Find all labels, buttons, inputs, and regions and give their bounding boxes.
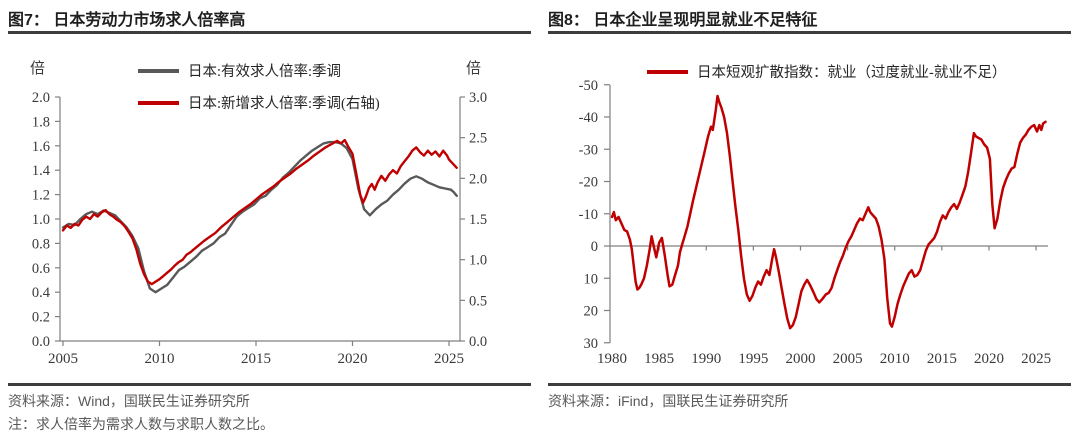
svg-text:2.5: 2.5: [469, 131, 487, 147]
svg-text:0.0: 0.0: [32, 334, 50, 350]
figure-8-source: 资料来源：iFind，国联民生证券研究所: [548, 393, 789, 409]
svg-text:0.0: 0.0: [469, 334, 487, 350]
svg-text:1.0: 1.0: [469, 253, 487, 269]
svg-text:1985: 1985: [644, 351, 674, 367]
figure-7-title: 图7： 日本劳动力市场求人倍率高: [8, 12, 246, 29]
figure-8-title-rule: [548, 31, 1071, 34]
legend-label: 日本:新增求人倍率:季调(右轴): [188, 96, 380, 112]
svg-text:2015: 2015: [927, 351, 957, 367]
svg-text:20: 20: [584, 304, 599, 320]
svg-text:1.2: 1.2: [32, 188, 50, 204]
red-line-swatch: [138, 100, 179, 105]
svg-text:2020: 2020: [338, 351, 368, 367]
svg-text:1.4: 1.4: [32, 163, 51, 179]
legend-label: 日本:有效求人倍率:季调: [188, 64, 342, 80]
svg-text:-10: -10: [579, 207, 598, 223]
left-axis-unit-label: 倍: [30, 61, 46, 77]
gray-line-swatch: [138, 68, 179, 73]
svg-text:0.8: 0.8: [32, 236, 50, 252]
svg-text:-40: -40: [579, 110, 598, 126]
figure-7-footer-rule: [8, 383, 531, 386]
right-axis-unit-label: 倍: [466, 61, 482, 77]
svg-text:1.0: 1.0: [32, 212, 50, 228]
svg-text:0: 0: [591, 239, 598, 255]
svg-text:3.0: 3.0: [469, 90, 487, 106]
svg-text:30: 30: [584, 336, 599, 352]
figure-8-title: 图8： 日本企业呈现明显就业不足特征: [548, 12, 818, 29]
svg-text:1995: 1995: [738, 351, 768, 367]
svg-text:2005: 2005: [833, 351, 863, 367]
svg-text:2020: 2020: [974, 351, 1004, 367]
svg-text:1.5: 1.5: [469, 212, 487, 228]
svg-text:2000: 2000: [785, 351, 815, 367]
svg-text:2.0: 2.0: [32, 90, 50, 106]
legend-item-effective-ratio: 日本:有效求人倍率:季调: [138, 60, 341, 81]
svg-text:2010: 2010: [145, 351, 175, 367]
svg-text:0.5: 0.5: [469, 293, 487, 309]
svg-text:2010: 2010: [880, 351, 910, 367]
figure-7-panel: 图7： 日本劳动力市场求人倍率高 倍 倍 日本:有效求人倍率:季调 日本:新增求…: [8, 12, 531, 432]
svg-text:1990: 1990: [691, 351, 721, 367]
svg-text:0.2: 0.2: [32, 310, 50, 326]
svg-text:2.0: 2.0: [469, 171, 487, 187]
legend-item-tankan-index: 日本短观扩散指数：就业（过度就业-就业不足）: [647, 61, 1006, 82]
svg-text:2015: 2015: [241, 351, 271, 367]
legend-label: 日本短观扩散指数：就业（过度就业-就业不足）: [697, 65, 1007, 81]
svg-text:2025: 2025: [1021, 351, 1051, 367]
svg-text:0.6: 0.6: [32, 261, 50, 277]
svg-text:1.8: 1.8: [32, 114, 50, 130]
figure-8-panel: 图8： 日本企业呈现明显就业不足特征 日本短观扩散指数：就业（过度就业-就业不足…: [540, 0, 1080, 446]
red-line-swatch: [647, 69, 688, 74]
svg-text:-30: -30: [579, 142, 598, 158]
svg-text:-20: -20: [579, 175, 598, 191]
figure-7-source: 资料来源：Wind，国联民生证券研究所: [8, 393, 250, 409]
legend-item-new-ratio: 日本:新增求人倍率:季调(右轴): [138, 92, 380, 113]
svg-text:2025: 2025: [434, 351, 464, 367]
svg-text:2005: 2005: [48, 351, 78, 367]
svg-text:1980: 1980: [597, 351, 627, 367]
svg-text:10: 10: [584, 271, 599, 287]
figure-7-note: 注：求人倍率为需求人数与求职人数之比。: [8, 416, 274, 432]
figure-7-title-rule: [8, 31, 531, 34]
svg-text:1.6: 1.6: [32, 139, 50, 155]
svg-text:0.4: 0.4: [32, 285, 51, 301]
figure-8-footer-rule: [548, 383, 1071, 386]
svg-text:-50: -50: [579, 78, 598, 94]
